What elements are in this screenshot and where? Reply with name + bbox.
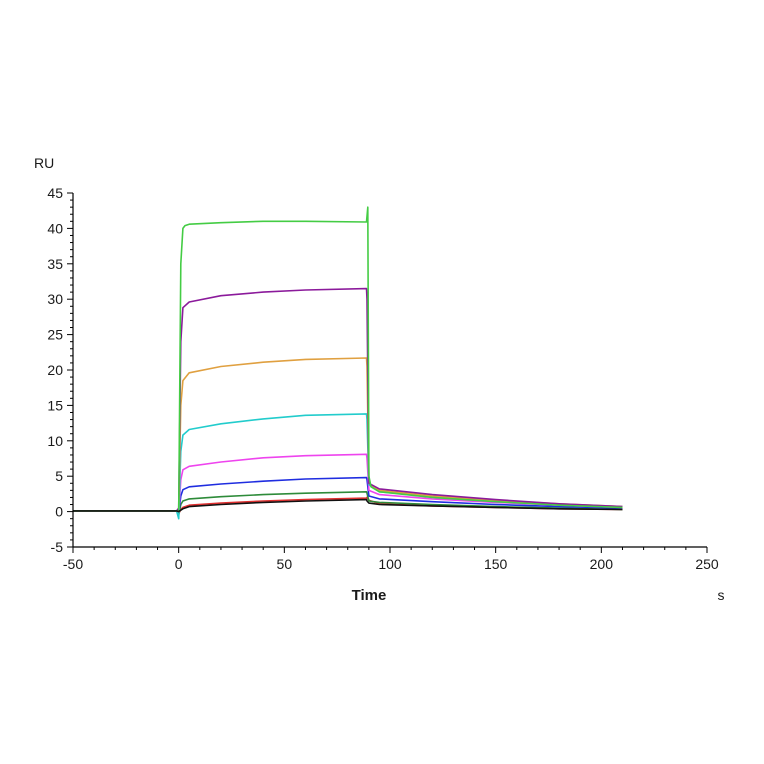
x-tick-label: 100: [378, 556, 402, 572]
series-line-6: [73, 357, 623, 513]
y-axis-ticks: -5 0 5 10 15 20 25 30 35 40 45: [47, 185, 73, 555]
y-tick-label: 25: [47, 327, 63, 343]
y-tick-label: 15: [47, 397, 63, 413]
y-tick-label: 35: [47, 256, 63, 272]
series-line-8: [73, 206, 623, 513]
series-group: [73, 206, 623, 520]
y-tick-label: 5: [55, 468, 63, 484]
y-tick-label: 30: [47, 291, 63, 307]
series-line-9: [73, 498, 623, 513]
x-axis-title: Time: [352, 587, 387, 604]
y-tick-label: -5: [51, 539, 64, 555]
y-tick-label: 20: [47, 362, 63, 378]
y-tick-label: 10: [47, 433, 63, 449]
y-axis-title: RU: [34, 155, 54, 171]
x-tick-label: 150: [484, 556, 508, 572]
x-axis-ticks: -50 0 50 100 150 200 250: [63, 547, 719, 572]
x-tick-label: -50: [63, 556, 83, 572]
y-tick-label: 45: [47, 185, 63, 201]
x-tick-label: 200: [590, 556, 614, 572]
x-tick-label: 250: [695, 556, 719, 572]
y-tick-label: 40: [47, 220, 63, 236]
y-tick-label: 0: [55, 504, 63, 520]
x-axis-unit: s: [718, 587, 725, 603]
x-tick-label: 0: [175, 556, 183, 572]
x-tick-label: 50: [277, 556, 293, 572]
